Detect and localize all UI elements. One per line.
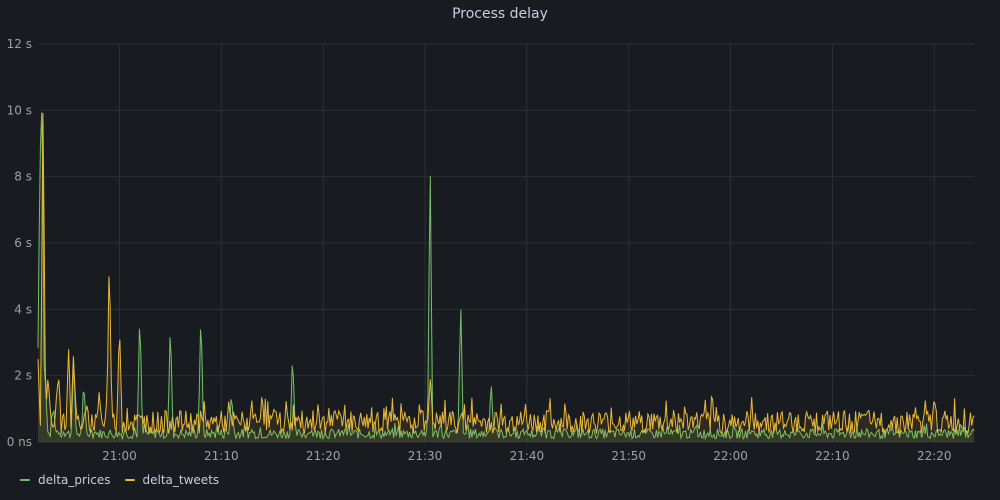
x-tick-label: 21:30 [408, 449, 443, 463]
x-tick-label: 21:50 [611, 449, 646, 463]
legend-swatch-delta-tweets [124, 479, 135, 481]
y-tick-label: 8 s [14, 170, 32, 184]
panel-title[interactable]: Process delay [452, 6, 548, 22]
x-axis: 21:00 21:10 21:20 21:30 21:40 21:50 22:00 22:10… [102, 449, 951, 463]
y-tick-label: 4 s [14, 302, 32, 316]
x-tick-label: 21:20 [306, 449, 341, 463]
legend-label-delta-prices: delta_prices [38, 473, 111, 487]
legend-item-delta-tweets[interactable]: delta_tweets [124, 473, 220, 487]
x-tick-label: 21:40 [510, 449, 545, 463]
legend-swatch-delta-prices [20, 479, 30, 481]
legend: delta_prices delta_tweets [20, 473, 219, 487]
series-group [37, 112, 975, 443]
y-tick-label: 0 ns [7, 435, 32, 449]
series-area-delta-tweets [38, 113, 975, 442]
y-axis: 0 ns 2 s 4 s 6 s 8 s 10 s 12 s [7, 37, 32, 449]
x-tick-label: 22:00 [713, 449, 748, 463]
y-tick-label: 2 s [14, 369, 32, 383]
x-tick-label: 22:20 [917, 449, 952, 463]
y-tick-label: 6 s [14, 236, 32, 250]
x-tick-label: 22:10 [815, 449, 850, 463]
grid-lines [38, 43, 975, 443]
legend-label-delta-tweets: delta_tweets [142, 473, 220, 487]
series-line-delta-tweets[interactable] [37, 112, 975, 435]
series-area-delta-prices [38, 112, 975, 443]
x-tick-label: 21:00 [102, 449, 137, 463]
y-tick-label: 12 s [7, 37, 32, 51]
y-tick-label: 10 s [7, 103, 32, 117]
series-line-delta-prices[interactable] [37, 112, 975, 441]
x-tick-label: 21:10 [204, 449, 239, 463]
legend-item-delta-prices[interactable]: delta_prices [20, 473, 111, 487]
